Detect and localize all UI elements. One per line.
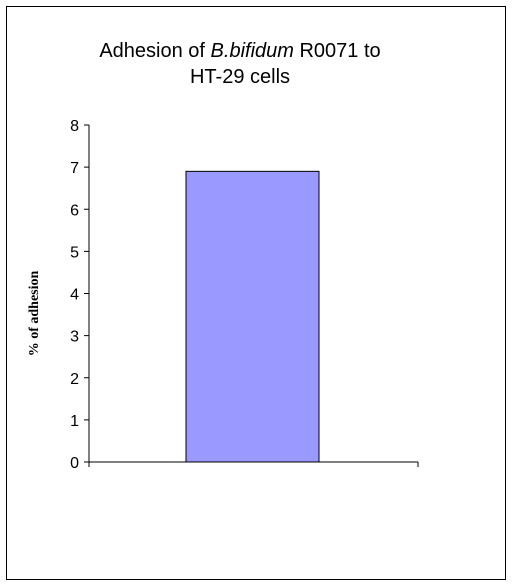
chart-title-part-1: Adhesion of bbox=[99, 40, 211, 62]
y-tick-label-5: 5 bbox=[70, 244, 79, 261]
y-tick-label-6: 6 bbox=[70, 202, 79, 219]
bars bbox=[185, 170, 320, 463]
y-tick-label-3: 3 bbox=[70, 329, 79, 346]
chart-title-species: B.bifidum bbox=[210, 40, 294, 62]
y-tick-label-0: 0 bbox=[70, 455, 79, 472]
y-tick-label-7: 7 bbox=[70, 160, 79, 177]
bar-0 bbox=[185, 170, 320, 463]
y-axis-label: % of adhesion bbox=[27, 271, 42, 357]
y-tick-label-2: 2 bbox=[70, 371, 79, 388]
chart-title-line-2: HT-29 cells bbox=[189, 66, 291, 88]
y-tick-label-8: 8 bbox=[70, 118, 79, 135]
y-tick-label-1: 1 bbox=[70, 413, 79, 430]
chart-title-part-3: R0071 to bbox=[293, 40, 381, 62]
y-tick-label-4: 4 bbox=[70, 287, 79, 304]
chart-title: Adhesion of B.bifidum R0071 to HT-29 cel… bbox=[0, 38, 480, 90]
y-axis-ticks: 0 1 2 3 4 5 6 7 8 bbox=[70, 118, 419, 472]
